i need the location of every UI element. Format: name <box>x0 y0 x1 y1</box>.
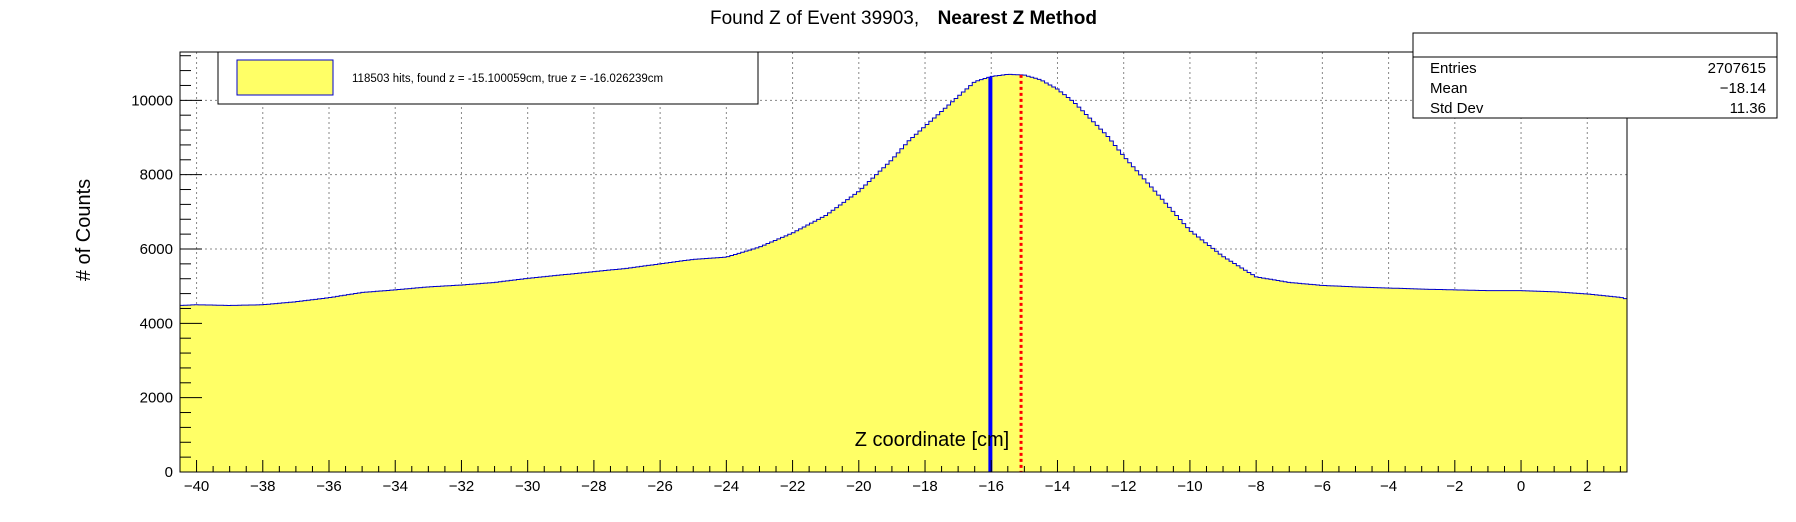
x-tick-label: −20 <box>846 478 871 495</box>
stats-frame <box>1412 32 1778 119</box>
chart-title-normal: Found Z of Event 39903, <box>710 8 919 29</box>
legend-label: 118503 hits, found z = -15.100059cm, tru… <box>352 73 663 85</box>
x-tick-label: −32 <box>449 478 474 495</box>
x-tick-label: −16 <box>979 478 1004 495</box>
x-tick-label: −28 <box>581 478 606 495</box>
x-tick-label: 0 <box>1517 478 1525 495</box>
x-tick-label: −26 <box>647 478 672 495</box>
stats-mean-label: Mean <box>1430 80 1468 97</box>
stats-stddev-label: Std Dev <box>1430 100 1484 117</box>
x-tick-label: −22 <box>780 478 805 495</box>
x-tick-label: −18 <box>912 478 937 495</box>
chart-title-bold: Nearest Z Method <box>938 8 1097 29</box>
x-tick-label: −12 <box>1111 478 1136 495</box>
y-tick-label: 8000 <box>140 167 173 184</box>
x-axis-title: Z coordinate [cm] <box>855 429 1010 451</box>
legend-swatch <box>236 59 334 96</box>
x-tick-label: −10 <box>1177 478 1202 495</box>
x-tick-label: −14 <box>1045 478 1070 495</box>
stats-entries-label: Entries <box>1430 60 1477 77</box>
histogram-bars <box>179 73 1628 473</box>
x-axis: −40 −38 −36 −34 −32 −30 −28 −26 −24 −22 −20 −18 −16−… <box>179 460 1621 495</box>
x-tick-label: −34 <box>383 478 408 495</box>
y-tick-label: 4000 <box>140 315 173 332</box>
y-axis: 0 2000 4000 6000 8000 10000 <box>131 55 202 481</box>
x-tick-label: −38 <box>250 478 275 495</box>
y-tick-label: 6000 <box>140 241 173 258</box>
y-tick-label: 10000 <box>131 92 173 109</box>
stats-box: Entries 2707615 Mean −18.14 Std Dev 11.3… <box>1412 32 1778 119</box>
x-tick-label: −4 <box>1380 478 1397 495</box>
histogram-series <box>179 73 1628 473</box>
x-tick-label: −36 <box>316 478 341 495</box>
x-tick-label: −24 <box>714 478 739 495</box>
y-tick-label: 0 <box>165 464 173 481</box>
x-tick-label: −30 <box>515 478 540 495</box>
x-tick-label: −2 <box>1446 478 1463 495</box>
plot-frame <box>179 51 1628 473</box>
marker-lines <box>988 74 1023 472</box>
stats-entries-value: 2707615 <box>1708 60 1766 77</box>
chart-title: Found Z of Event 39903, Nearest Z Method <box>710 8 1097 29</box>
y-tick-label: 2000 <box>140 390 173 407</box>
x-tick-label: −8 <box>1248 478 1265 495</box>
x-tick-label: −40 <box>184 478 209 495</box>
stats-stddev-value: 11.36 <box>1730 100 1766 117</box>
x-tick-label: 2 <box>1583 478 1591 495</box>
x-tick-label: −6 <box>1314 478 1331 495</box>
y-axis-title: # of Counts <box>73 179 95 281</box>
stats-mean-value: −18.14 <box>1720 80 1766 97</box>
legend: 118503 hits, found z = -15.100059cm, tru… <box>217 51 759 105</box>
